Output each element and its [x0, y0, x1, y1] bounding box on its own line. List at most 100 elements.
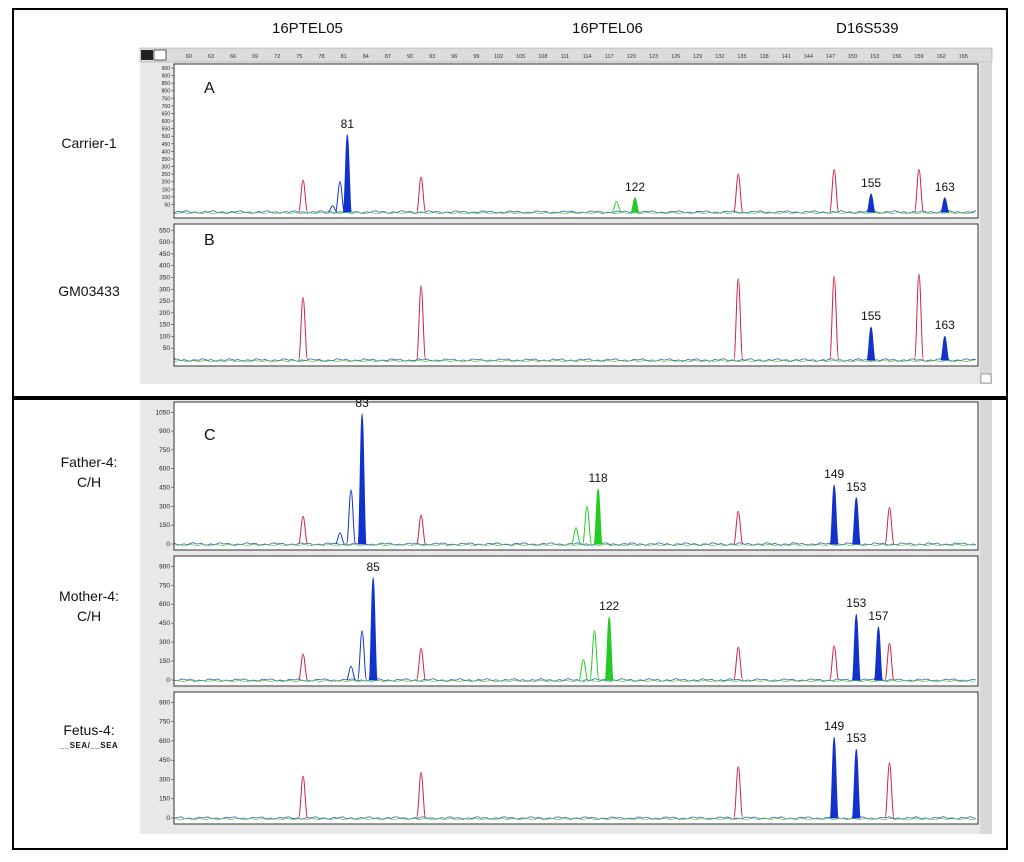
- peak-size-standard: [298, 653, 309, 681]
- panel-letter-b: B: [204, 232, 215, 249]
- ruler-tick-label: 87: [385, 54, 391, 60]
- sample-label-mother: Mother-4: C/H: [59, 588, 119, 624]
- ruler-tick-label: 165: [959, 54, 968, 60]
- y-tick-label: 850: [162, 81, 171, 87]
- bottom-scrollbar-right[interactable]: [980, 400, 992, 834]
- ruler-tick-label: 135: [737, 54, 746, 60]
- peak-size-standard: [884, 642, 895, 681]
- sample-label-carrier: Carrier-1: [61, 135, 117, 151]
- peak-label: 155: [861, 309, 882, 323]
- y-tick-label: 750: [159, 582, 170, 589]
- peak-filled: [604, 616, 614, 681]
- peak-label: 122: [624, 179, 646, 194]
- peak-filled: [630, 197, 640, 213]
- marker-label-1: 16PTEL05: [272, 20, 343, 37]
- peak-size-standard: [829, 169, 840, 213]
- y-tick-label: 100: [162, 195, 171, 201]
- baseline-trace-green: [174, 679, 976, 683]
- y-tick-label: 400: [159, 263, 170, 270]
- y-tick-label: 450: [159, 485, 170, 492]
- baseline-trace: [174, 678, 977, 682]
- y-tick-label: 300: [162, 165, 171, 171]
- y-tick-label: 150: [159, 322, 170, 329]
- y-tick-label: 450: [159, 251, 170, 258]
- y-tick-label: 50: [164, 202, 170, 208]
- peak-filled: [829, 484, 839, 545]
- peak-filled: [851, 748, 861, 819]
- y-tick-label: 250: [162, 172, 171, 178]
- peak-size-standard: [416, 514, 427, 545]
- top-scroll-button[interactable]: [980, 373, 992, 384]
- baseline-trace-green: [174, 817, 976, 821]
- y-tick-label: 900: [159, 563, 170, 570]
- y-tick-label: 600: [162, 119, 171, 125]
- ruler-tick-label: 156: [892, 54, 901, 60]
- y-tick-label: 700: [162, 104, 171, 110]
- peak-label: 163: [934, 179, 955, 194]
- peak-label: 153: [846, 479, 867, 494]
- top-scrollbar-right[interactable]: [980, 62, 992, 384]
- peak-size-standard: [416, 176, 427, 213]
- peak-filled: [940, 197, 950, 213]
- panel-letter-a: A: [204, 80, 215, 97]
- peak-filled: [940, 336, 950, 361]
- peak-filled: [851, 497, 861, 545]
- peak-filled: [866, 193, 876, 213]
- ruler-tick-label: 150: [848, 54, 857, 60]
- ruler-tick-label: 66: [230, 54, 236, 60]
- marker-label-2: 16PTEL06: [572, 20, 643, 37]
- peak-size-standard: [913, 273, 924, 361]
- peak-outline: [571, 527, 581, 545]
- ruler-tick-label: 138: [759, 54, 768, 60]
- ruler-tick-label: 102: [494, 54, 503, 60]
- peak-filled: [873, 626, 884, 681]
- y-tick-label: 0: [166, 677, 170, 684]
- ruler-tick-label: 141: [782, 54, 791, 60]
- y-tick-label: 300: [159, 776, 170, 783]
- baseline-trace-green: [174, 211, 976, 215]
- y-tick-label: 0: [166, 541, 170, 548]
- peak-outline: [578, 659, 589, 681]
- peak-size-standard: [884, 762, 895, 819]
- peak-filled: [368, 577, 378, 681]
- ruler-tick-label: 117: [605, 54, 614, 60]
- peak-size-standard: [829, 645, 840, 681]
- peak-outline: [357, 630, 368, 681]
- panel-letter-c: C: [204, 427, 216, 444]
- peak-label: 153: [846, 731, 867, 746]
- ruler-tick-label: 93: [429, 54, 435, 60]
- y-tick-label: 150: [162, 187, 171, 193]
- y-tick-label: 100: [159, 333, 170, 340]
- peak-label: 153: [846, 596, 867, 611]
- y-tick-label: 150: [159, 658, 170, 665]
- y-tick-label: 950: [162, 66, 171, 72]
- peak-label: 155: [861, 175, 882, 190]
- ruler-tick-label: 114: [583, 54, 592, 60]
- ruler-tick-label: 147: [826, 54, 835, 60]
- ruler-tick-label: 84: [363, 54, 369, 60]
- ruler-tick-label: 162: [937, 54, 946, 60]
- peak-outline: [589, 630, 600, 681]
- ruler-tick-label: 99: [473, 54, 479, 60]
- ruler-tick-label: 90: [407, 54, 413, 60]
- peak-outline: [611, 200, 622, 213]
- y-tick-label: 800: [162, 89, 171, 95]
- peak-size-standard: [298, 179, 309, 213]
- ruler-tick-label: 72: [274, 54, 280, 60]
- peak-outline: [335, 532, 345, 545]
- ruler-tick-label: 78: [318, 54, 324, 60]
- peak-size-standard: [733, 646, 744, 681]
- ruler-tick-label: 96: [451, 54, 457, 60]
- sample-label-fetus: Fetus-4: __SEA/__SEA: [59, 722, 119, 750]
- ruler-tick-label: 126: [671, 54, 680, 60]
- y-tick-label: 150: [159, 522, 170, 529]
- y-tick-label: 900: [162, 74, 171, 80]
- y-tick-label: 500: [162, 134, 171, 140]
- y-tick-label: 350: [162, 157, 171, 163]
- y-tick-label: 200: [162, 180, 171, 186]
- peak-outline: [327, 205, 338, 213]
- peak-size-standard: [733, 766, 744, 819]
- y-tick-label: 900: [159, 699, 170, 706]
- ruler-tick-label: 81: [341, 54, 347, 60]
